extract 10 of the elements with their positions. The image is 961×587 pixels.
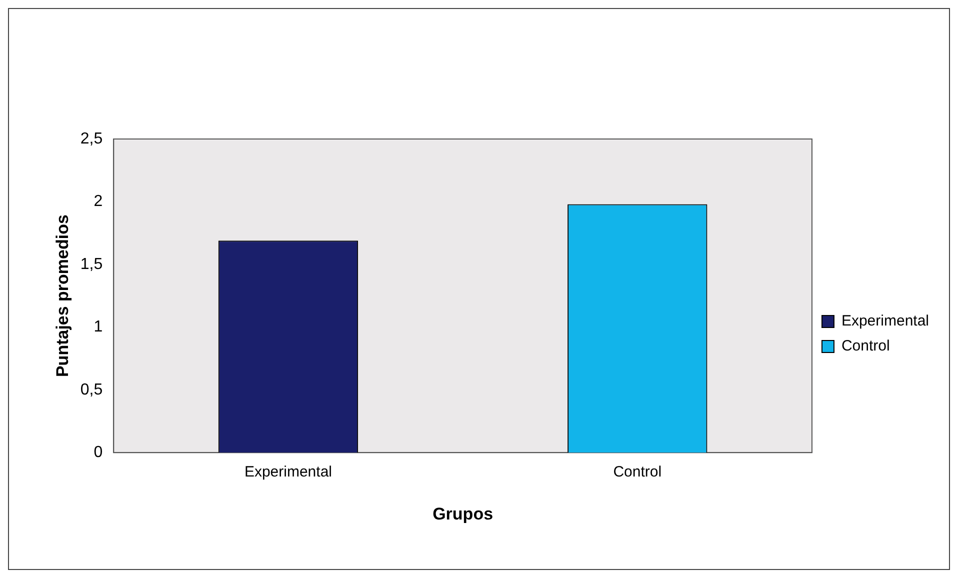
y-tick-label: 0,5 (80, 381, 103, 398)
y-tick-label: 2,5 (80, 130, 103, 148)
y-tick-label: 1,5 (80, 256, 103, 273)
legend-label: Control (841, 338, 890, 355)
legend-label: Experimental (841, 312, 930, 330)
y-tick-label: 1 (94, 318, 103, 336)
y-tick-label: 0 (94, 444, 103, 462)
y-tick-label: 2 (94, 193, 103, 210)
x-axis-title: Grupos (432, 504, 494, 524)
y-axis-title: Puntajes promedios (52, 214, 72, 378)
